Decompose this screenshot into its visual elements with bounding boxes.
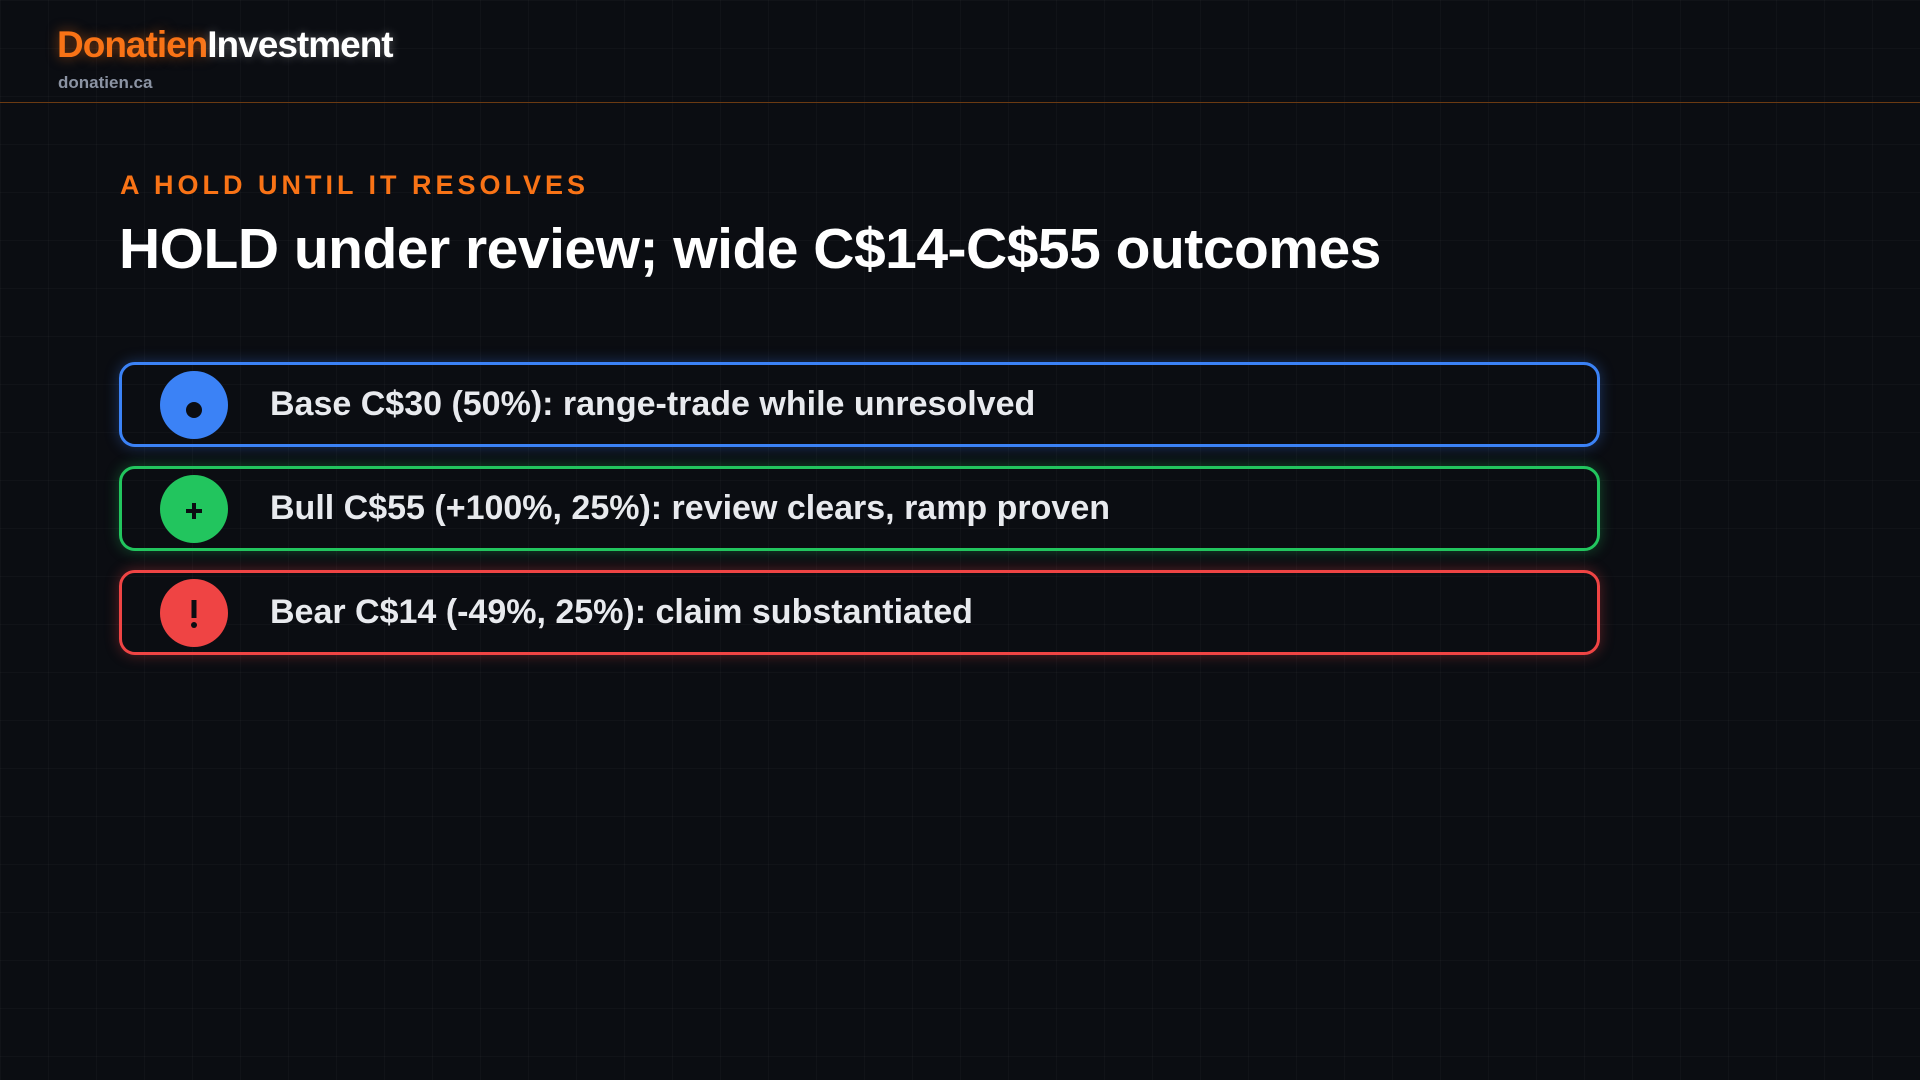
brand-primary: Donatien: [57, 24, 208, 65]
brand: DonatienInvestment: [57, 24, 394, 66]
scenario-item: Bear C$14 (-49%, 25%): claim substantiat…: [119, 570, 1600, 655]
header-rule: [0, 102, 1920, 103]
slide-title: HOLD under review; wide C$14-C$55 outcom…: [119, 217, 1381, 281]
kicker: A HOLD UNTIL IT RESOLVES: [120, 170, 590, 200]
scenario-text: Base C$30 (50%): range-trade while unres…: [270, 385, 1036, 423]
brand-secondary: Investment: [207, 24, 393, 65]
scenario-text: Bull C$55 (+100%, 25%): review clears, r…: [270, 489, 1111, 527]
scenario-text: Bear C$14 (-49%, 25%): claim substantiat…: [270, 593, 973, 631]
scenario-icon: [160, 371, 228, 439]
scenario-item: Base C$30 (50%): range-trade while unres…: [119, 362, 1600, 447]
scenario-icon: [160, 579, 228, 647]
site-url: donatien.ca: [58, 73, 153, 92]
scenario-icon: [160, 475, 228, 543]
scenario-item: Bull C$55 (+100%, 25%): review clears, r…: [119, 466, 1600, 551]
